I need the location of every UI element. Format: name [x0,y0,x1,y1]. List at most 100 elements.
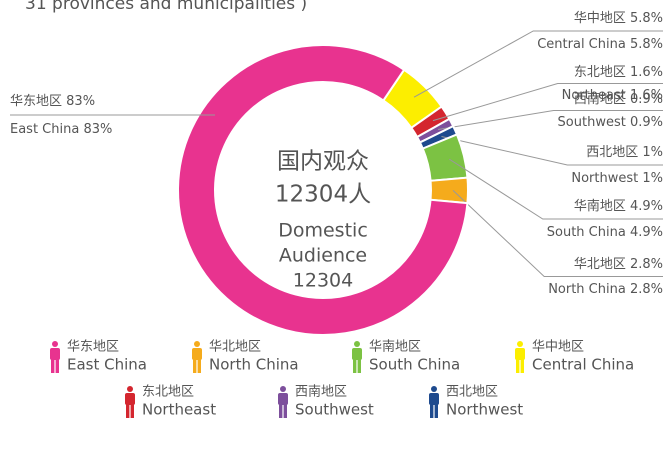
label-value: 1% [642,171,663,186]
label-value: 5.8% [630,11,663,26]
center-text: 国内观众 [277,149,369,175]
icon-leg [434,403,438,418]
label-value: 4.9% [630,225,663,240]
legend-name-en: Central China [532,356,634,374]
slice-label: Northwest 1% [571,171,663,186]
icon-head [52,341,58,347]
label-name: 华中地区 [574,11,626,26]
label-value: 2.8% [630,257,663,272]
label-value: 83% [83,122,112,137]
slice-label: 华北地区 2.8% [574,257,663,272]
icon-head [354,341,360,347]
icon-head [127,386,133,392]
label-name: Northwest [571,171,638,186]
leader-line [413,30,663,98]
icon-body [192,348,202,360]
leader-line [449,158,663,220]
slice-label: 西南地区 0.9% [574,91,663,107]
legend-icon [125,386,135,418]
icon-leg [357,358,361,373]
icon-leg [520,358,524,373]
legend-name: 华南地区 [369,339,421,355]
slice-label: 西北地区 1% [586,145,663,160]
icon-head [517,341,523,347]
slice-label: South China 4.9% [547,225,663,240]
label-name: East China [10,122,79,137]
legend-icon [192,341,202,373]
icon-body [352,348,362,360]
legend-icon [515,341,525,373]
legend-name: 华北地区 [209,340,261,355]
label-value: 0.9% [630,92,663,107]
label-value: 2.8% [630,282,663,297]
icon-head [431,386,437,392]
icon-leg [55,358,59,373]
label-name: 华南地区 [574,198,626,214]
label-name: Central China [537,37,626,52]
icon-leg [197,358,201,373]
legend-name: 华东地区 [67,340,119,355]
label-value: 4.9% [630,199,663,214]
icon-head [280,386,286,392]
icon-body [50,348,60,360]
legend-name-en: Southwest [295,401,374,419]
center-text: Audience [279,245,367,267]
label-name: 西南地区 [574,91,626,107]
icon-body [515,348,525,360]
legend-name-en: North China [209,356,299,374]
legend-name: 东北地区 [142,385,194,400]
center-text: Domestic [278,220,368,242]
legend-name-en: Northeast [142,401,216,419]
slice-label: 华南地区 4.9% [574,198,663,214]
legend-name: 西北地区 [446,385,498,400]
center-text: 12304 [293,270,353,292]
slice-label: 东北地区 1.6% [574,65,663,80]
label-name: Northeast [562,88,626,103]
icon-body [278,393,288,405]
legend-icon [50,341,60,373]
slice-label: East China 83% [10,122,112,137]
icon-body [429,393,439,405]
slice-label: 华东地区 83% [10,94,95,109]
label-value: 1% [642,145,663,160]
legend-icon [278,386,288,418]
slice-label: North China 2.8% [548,282,663,297]
label-name: 华北地区 [574,257,626,272]
icon-leg [51,358,55,373]
legend-icon [429,386,439,418]
icon-leg [279,403,283,418]
label-value: 0.9% [630,115,663,130]
slice-label: 华中地区 5.8% [574,11,663,26]
label-name: 东北地区 [574,65,626,80]
icon-body [125,393,135,405]
leader-line [437,110,663,130]
legend-name: 华中地区 [532,340,584,355]
icon-leg [516,358,520,373]
icon-leg [430,403,434,418]
label-name: Southwest [558,115,626,130]
icon-leg [130,403,134,418]
label-name: 华东地区 [10,94,62,109]
label-name: 西北地区 [586,145,638,160]
icon-leg [126,403,130,418]
leader-line [432,83,663,122]
label-value: 1.6% [630,65,663,80]
slice-label: Central China 5.8% [537,37,663,52]
leader-line [441,135,663,166]
center-text: 12304人 [275,182,371,208]
leader-line [452,189,663,277]
label-value: 1.6% [630,88,663,103]
legend-name-en: East China [67,356,147,374]
label-name: South China [547,225,626,240]
label-value: 83% [66,94,95,109]
legend-name-en: Northwest [446,401,523,419]
slice [177,44,469,336]
legend-icon [352,341,362,373]
icon-leg [283,403,287,418]
slice-label: Northeast 1.6% [562,88,663,103]
label-name: North China [548,282,626,297]
icon-leg [353,358,357,373]
legend-name-en: South China [369,356,460,374]
icon-leg [193,358,197,373]
